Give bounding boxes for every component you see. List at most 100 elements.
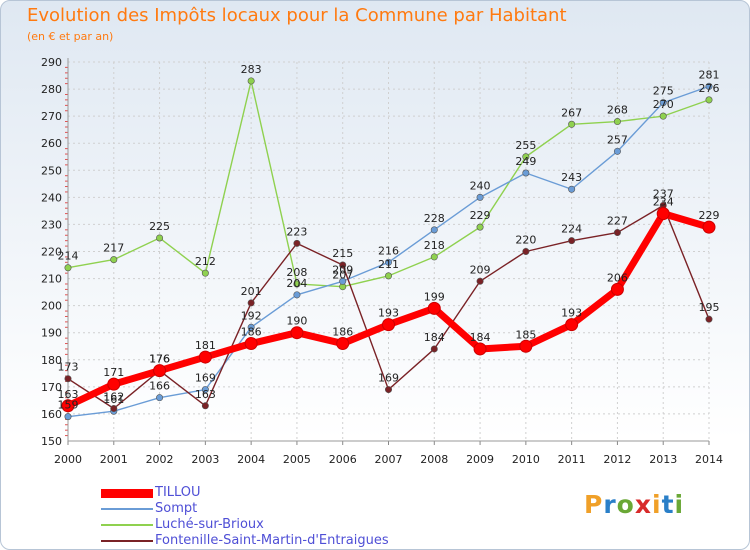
- data-label-luche-sur-brioux: 207: [332, 269, 353, 282]
- data-label-luche-sur-brioux: 229: [470, 209, 491, 222]
- x-tick-label: 2012: [603, 453, 631, 466]
- data-point-tillou: [153, 364, 167, 378]
- x-tick-label: 2005: [283, 453, 311, 466]
- data-point-sompt: [430, 226, 438, 234]
- data-label-tillou: 229: [699, 209, 720, 222]
- x-tick-label: 2014: [695, 453, 723, 466]
- data-label-fontenille-saint-martin-d-entraigues: 169: [378, 372, 399, 385]
- y-tick-label: 270: [41, 110, 62, 123]
- data-point-sompt: [522, 169, 530, 177]
- data-label-luche-sur-brioux: 217: [103, 242, 124, 255]
- data-label-sompt: 209: [332, 263, 353, 276]
- data-label-fontenille-saint-martin-d-entraigues: 163: [195, 388, 216, 401]
- data-label-tillou: 185: [515, 328, 536, 341]
- data-point-tillou: [702, 220, 716, 234]
- chart-title: Evolution des Impôts locaux pour la Comm…: [27, 5, 567, 26]
- legend-label: Sompt: [155, 501, 198, 516]
- data-label-luche-sur-brioux: 276: [699, 82, 720, 95]
- y-tick-label: 200: [41, 300, 62, 313]
- data-label-fontenille-saint-martin-d-entraigues: 237: [653, 187, 674, 200]
- data-point-tillou: [565, 318, 579, 332]
- data-point-fontenille-saint-martin-d-entraigues: [384, 386, 392, 394]
- x-tick-label: 2010: [512, 453, 540, 466]
- data-label-fontenille-saint-martin-d-entraigues: 184: [424, 331, 445, 344]
- y-tick-label: 280: [41, 83, 62, 96]
- data-label-fontenille-saint-martin-d-entraigues: 162: [103, 391, 124, 404]
- data-label-tillou: 186: [241, 326, 262, 339]
- data-point-sompt: [659, 99, 667, 107]
- y-tick-label: 150: [41, 435, 62, 448]
- logo-letter: P: [584, 490, 604, 519]
- data-label-tillou: 193: [561, 307, 582, 320]
- data-point-tillou: [336, 337, 350, 351]
- data-point-luche-sur-brioux: [64, 264, 72, 272]
- data-label-luche-sur-brioux: 283: [241, 63, 262, 76]
- data-label-sompt: 161: [103, 393, 124, 406]
- data-point-luche-sur-brioux: [201, 269, 209, 277]
- data-label-sompt: 275: [653, 85, 674, 98]
- data-point-tillou: [382, 318, 395, 332]
- series-lines: [61, 77, 716, 421]
- y-tick-label: 170: [41, 381, 62, 394]
- data-point-luche-sur-brioux: [156, 234, 164, 242]
- proxiti-logo: Proxiti: [584, 490, 684, 519]
- data-label-fontenille-saint-martin-d-entraigues: 173: [58, 361, 79, 374]
- data-label-luche-sur-brioux: 267: [561, 106, 582, 119]
- data-label-luche-sur-brioux: 255: [515, 139, 536, 152]
- data-point-fontenille-saint-martin-d-entraigues: [247, 299, 255, 307]
- x-tick-label: 2002: [146, 453, 174, 466]
- data-point-fontenille-saint-martin-d-entraigues: [476, 277, 484, 285]
- data-label-tillou: 193: [378, 307, 399, 320]
- x-tick-label: 2008: [420, 453, 448, 466]
- data-label-sompt: 204: [286, 277, 307, 290]
- y-tick-label: 180: [41, 354, 62, 367]
- data-label-tillou: 206: [607, 271, 628, 284]
- data-label-luche-sur-brioux: 268: [607, 104, 628, 117]
- data-point-sompt: [156, 394, 164, 402]
- data-label-sompt: 216: [378, 244, 399, 257]
- y-tick-label: 210: [41, 273, 62, 286]
- data-point-sompt: [476, 193, 484, 201]
- x-tick-label: 2003: [191, 453, 219, 466]
- data-labels: 214 217 225 212 283 208 207 211 218 229 255 267 268 2…: [58, 63, 720, 412]
- data-point-luche-sur-brioux: [110, 256, 118, 264]
- data-label-luche-sur-brioux: 211: [378, 258, 399, 271]
- data-label-tillou: 176: [149, 353, 170, 366]
- data-label-tillou: 184: [470, 331, 491, 344]
- legend-label: TILLOU: [155, 485, 201, 500]
- y-tick-label: 240: [41, 191, 62, 204]
- data-point-fontenille-saint-martin-d-entraigues: [110, 405, 118, 413]
- data-point-tillou: [61, 399, 75, 413]
- legend-label: Fontenille-Saint-Martin-d'Entraigues: [155, 533, 389, 548]
- data-point-luche-sur-brioux: [247, 77, 255, 85]
- data-label-luche-sur-brioux: 218: [424, 239, 445, 252]
- axes: 1501601701801902002102202302402502602702…: [41, 56, 723, 466]
- data-label-sompt: 159: [58, 399, 79, 412]
- data-point-luche-sur-brioux: [522, 153, 530, 161]
- data-label-tillou: 171: [103, 366, 124, 379]
- data-point-tillou: [244, 337, 258, 351]
- data-point-sompt: [293, 291, 301, 299]
- y-tick-label: 290: [41, 56, 62, 69]
- y-tick-label: 220: [41, 246, 62, 259]
- data-point-luche-sur-brioux: [568, 120, 576, 128]
- legend-swatch: [101, 524, 153, 526]
- data-point-luche-sur-brioux: [659, 112, 667, 120]
- y-tick-label: 260: [41, 137, 62, 150]
- data-point-fontenille-saint-martin-d-entraigues: [64, 375, 72, 383]
- logo-letter: t: [661, 490, 675, 519]
- data-label-sompt: 249: [515, 155, 536, 168]
- data-point-luche-sur-brioux: [476, 223, 484, 231]
- x-tick-label: 2001: [100, 453, 128, 466]
- y-tick-label: 190: [41, 327, 62, 340]
- data-label-sompt: 281: [699, 68, 720, 81]
- logo-letter: x: [634, 490, 652, 519]
- data-point-luche-sur-brioux: [293, 280, 301, 288]
- data-point-tillou: [427, 301, 441, 315]
- data-label-tillou: 181: [195, 339, 216, 352]
- data-point-fontenille-saint-martin-d-entraigues: [339, 261, 347, 269]
- data-point-fontenille-saint-martin-d-entraigues: [522, 248, 530, 256]
- data-label-tillou: 234: [653, 196, 674, 209]
- x-tick-label: 2009: [466, 453, 494, 466]
- data-label-sompt: 166: [149, 380, 170, 393]
